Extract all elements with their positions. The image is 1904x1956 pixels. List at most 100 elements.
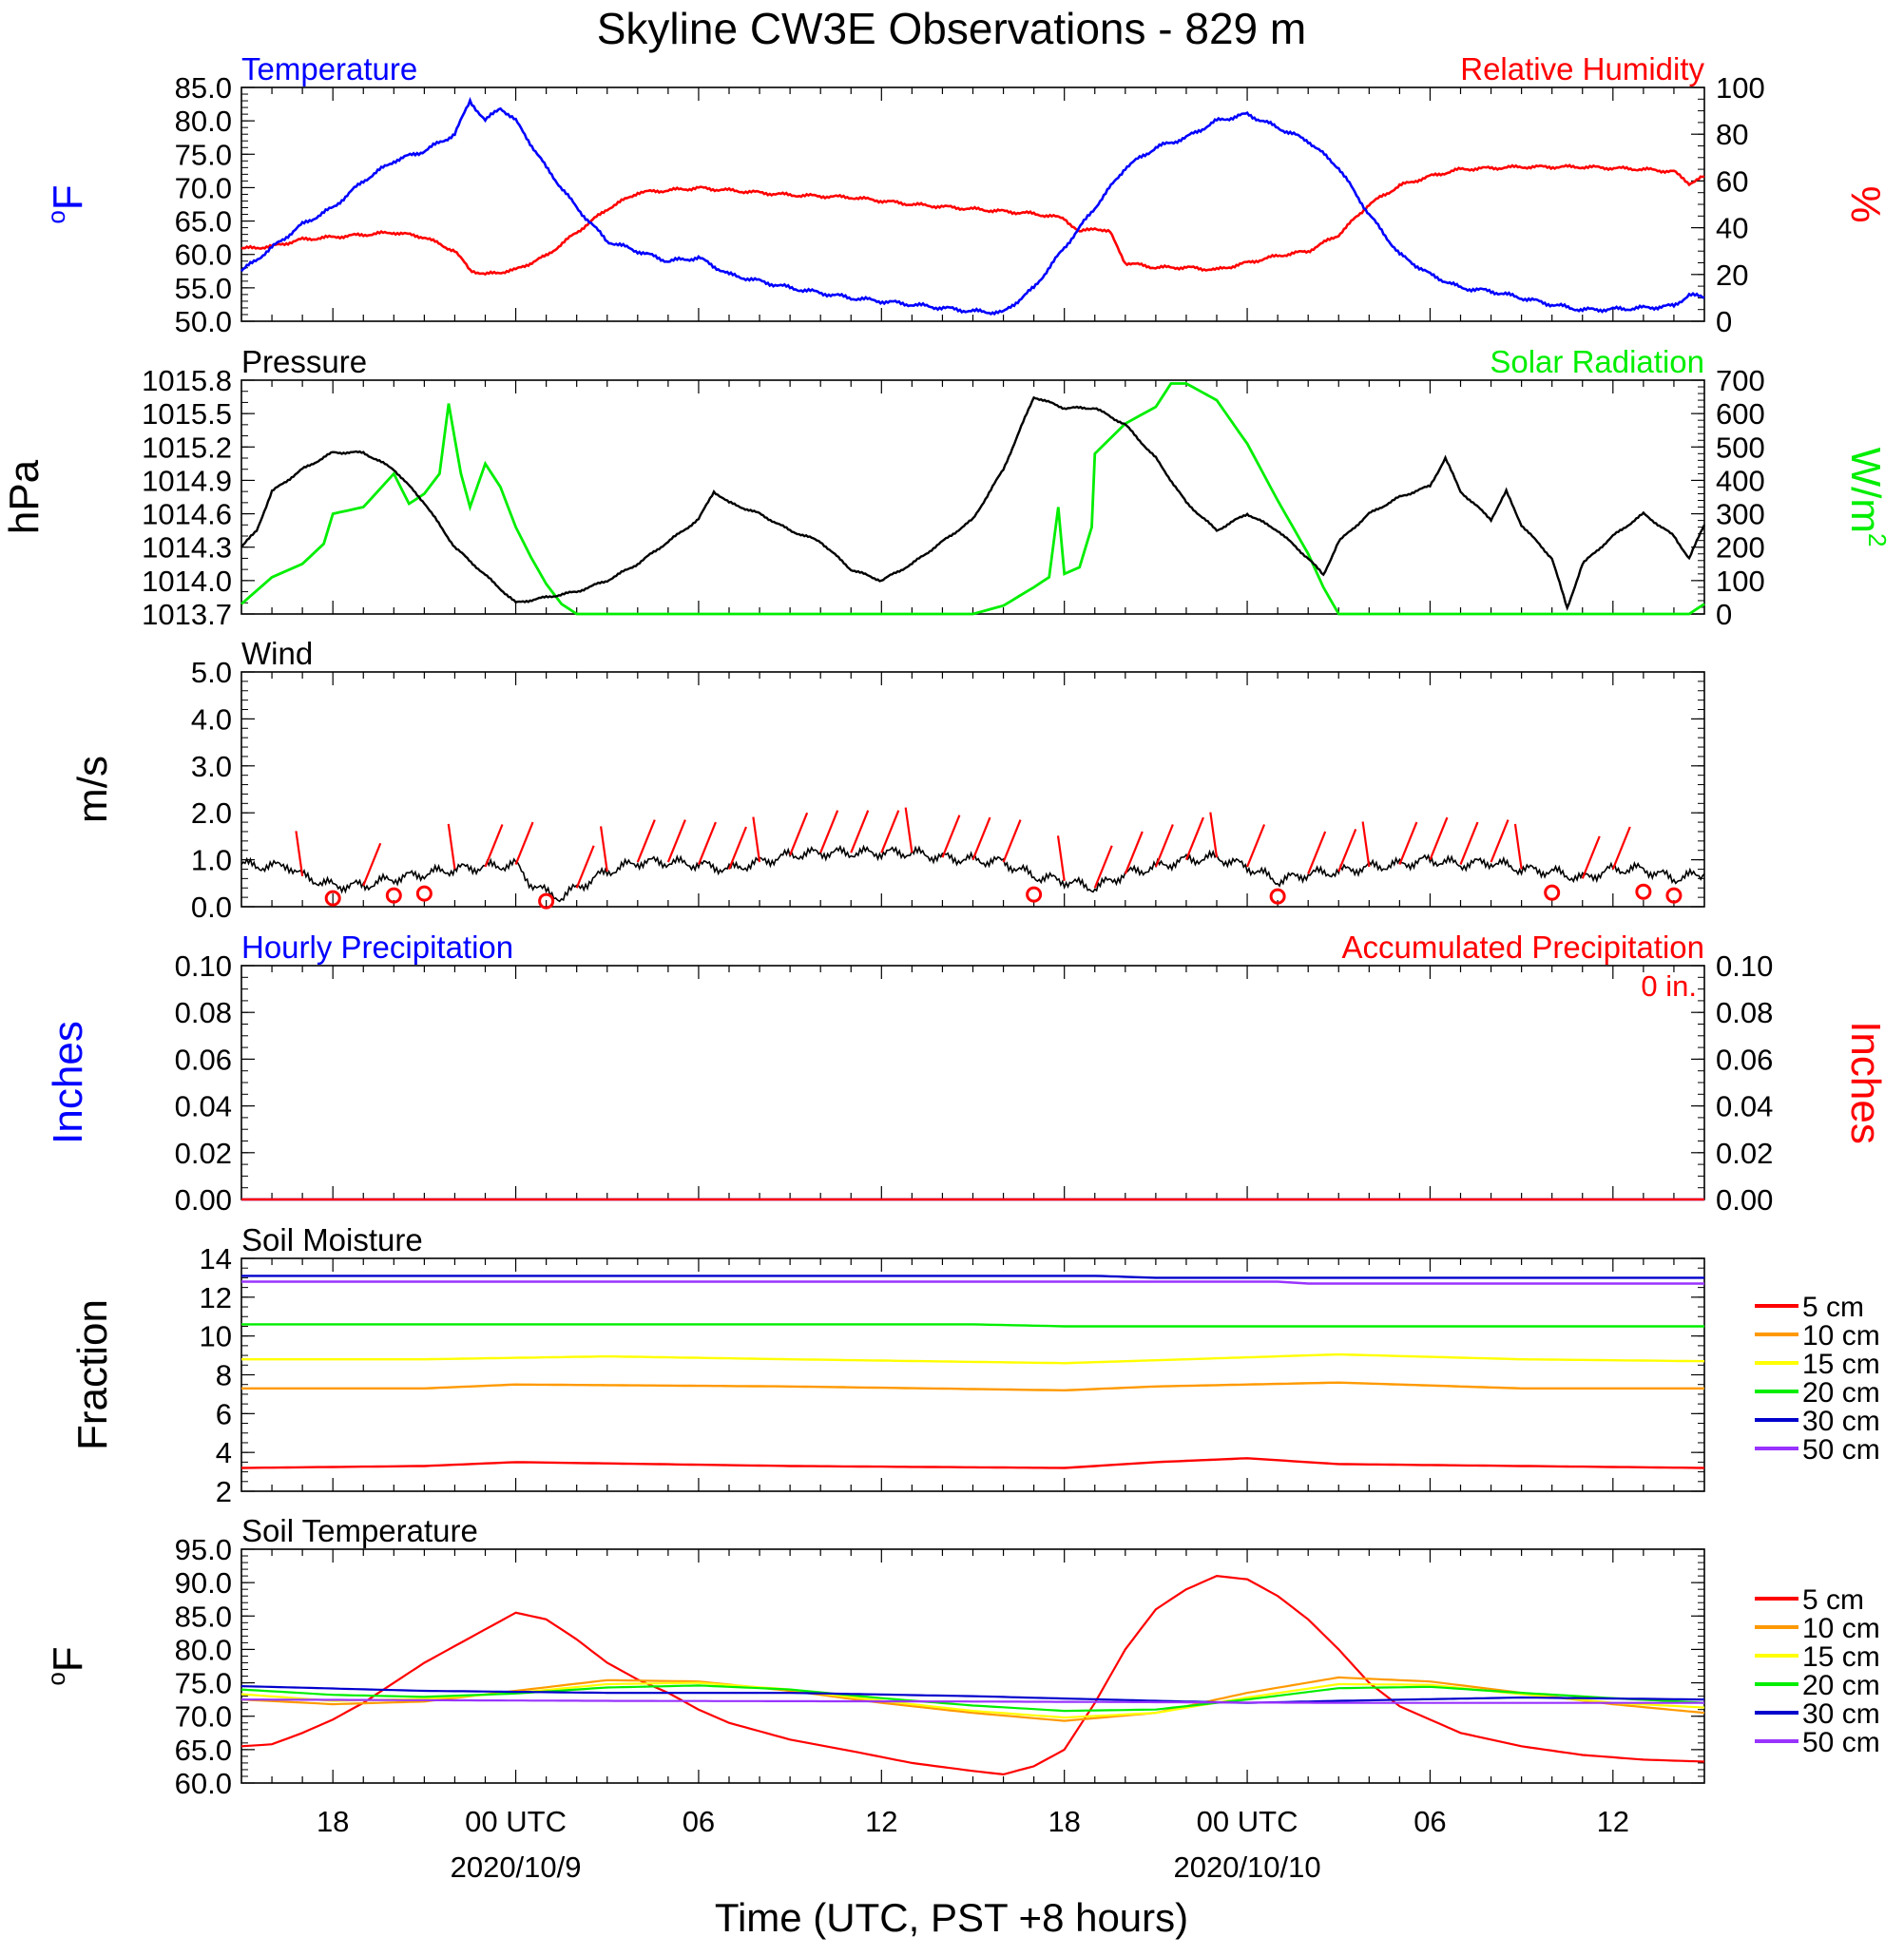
calm-wind-marker xyxy=(1665,887,1683,904)
wind-barb xyxy=(1246,824,1266,868)
y-tick-label: 1014.3 xyxy=(142,531,232,565)
y-tick-label: 10 xyxy=(200,1320,232,1353)
y-tick-label: 60.0 xyxy=(175,239,232,272)
panel-pressure_solar: 1013.71014.01014.31014.61014.91015.21015… xyxy=(1,344,1892,631)
series-soil-temp-5cm xyxy=(240,1574,1705,1776)
y2-tick-label: 60 xyxy=(1716,164,1748,198)
y-tick-label: 1013.7 xyxy=(142,598,232,631)
wind-barb xyxy=(1361,821,1371,868)
y-tick-label: 95.0 xyxy=(175,1533,232,1566)
y-tick-label: 12 xyxy=(200,1281,232,1314)
series-soil-moisture-50cm xyxy=(241,1280,1704,1285)
wind-barb xyxy=(666,819,686,863)
y-tick-label: 65.0 xyxy=(175,1734,232,1767)
y2-tick-label: 400 xyxy=(1716,464,1765,497)
wind-barb xyxy=(514,821,534,865)
panel-wind: 0.0 1.0 2.0 3.0 4.0 5.0 Wind m/s xyxy=(69,636,1705,924)
accumulated-total-label: 0 in. xyxy=(1641,969,1697,1003)
calm-wind-marker xyxy=(324,890,341,907)
y-tick-label: 2 xyxy=(216,1475,232,1508)
wind-barb xyxy=(941,815,961,858)
wind-barb xyxy=(447,823,456,870)
y-axis-label: m/s xyxy=(69,756,116,823)
y2-tick-label: 0.00 xyxy=(1716,1183,1773,1217)
legend-label: 5 cm xyxy=(1802,1292,1864,1323)
y-tick-label: 75.0 xyxy=(175,138,232,171)
y-tick-label: 1014.0 xyxy=(142,565,232,598)
y-tick-label: 1014.9 xyxy=(142,464,232,497)
x-tick-label: 12 xyxy=(1597,1805,1629,1838)
x-tick-label: 00 UTC xyxy=(1197,1805,1298,1838)
y-tick-label: 1014.6 xyxy=(142,498,232,531)
panel-precip: 0.00 0.02 0.04 0.06 0.08 0.10 0.00 0.02 0.04 0.06… xyxy=(45,930,1889,1217)
wind-barb xyxy=(636,819,656,863)
y-tick-label: 0.02 xyxy=(175,1137,232,1170)
calm-wind-marker xyxy=(1269,888,1286,905)
x-tick-label: 12 xyxy=(865,1805,897,1838)
y-axis-label: Fraction xyxy=(69,1299,116,1450)
y-tick-label: 70.0 xyxy=(175,1700,232,1734)
wind-barb xyxy=(1490,819,1510,863)
y-tick-label: 80.0 xyxy=(175,105,232,138)
x-axis-label: Time (UTC, PST +8 hours) xyxy=(715,1895,1188,1940)
legend-label: 20 cm xyxy=(1802,1670,1880,1701)
wind-barb xyxy=(1184,816,1204,861)
wind-barb xyxy=(484,824,504,868)
y-tick-label: 6 xyxy=(216,1397,232,1430)
y-tick-label: 0.10 xyxy=(175,949,232,983)
x-tick-label: 18 xyxy=(317,1805,349,1838)
y-tick-label: 14 xyxy=(200,1242,232,1275)
y-tick-label: 65.0 xyxy=(175,205,232,239)
calm-wind-marker xyxy=(538,892,555,910)
y2-tick-label: 40 xyxy=(1716,212,1748,245)
panel-right-title: Solar Radiation xyxy=(1490,344,1704,379)
wind-barb xyxy=(752,816,761,863)
figure-title: Skyline CW3E Observations - 829 m xyxy=(597,4,1307,53)
series-soil-moisture-30cm xyxy=(241,1275,1704,1279)
y2-axis-label: Inches xyxy=(1842,1021,1889,1144)
y-tick-label: 80.0 xyxy=(175,1633,232,1666)
legend-label: 10 cm xyxy=(1802,1613,1880,1644)
legend-label: 5 cm xyxy=(1802,1584,1864,1616)
series-pressure xyxy=(240,395,1706,611)
wind-barb xyxy=(819,810,839,853)
y-tick-label: 75.0 xyxy=(175,1667,232,1700)
y2-tick-label: 100 xyxy=(1716,565,1765,598)
calm-wind-marker xyxy=(385,887,402,904)
wind-barb xyxy=(880,810,900,853)
wind-barb xyxy=(1056,835,1066,881)
x-date-label: 2020/10/9 xyxy=(451,1851,582,1884)
wind-barb xyxy=(697,821,717,865)
y-tick-label: 4.0 xyxy=(191,702,232,736)
y2-tick-label: 0 xyxy=(1716,305,1732,338)
series-soil-temp-30cm xyxy=(240,1685,1704,1704)
y-tick-label: 0.0 xyxy=(191,891,232,924)
wind-barb xyxy=(1429,816,1449,861)
wind-barb xyxy=(1581,835,1601,879)
y2-tick-label: 20 xyxy=(1716,259,1748,292)
series-temperature xyxy=(240,96,1705,316)
y-tick-label: 1015.2 xyxy=(142,431,232,464)
wind-barb xyxy=(1093,845,1113,889)
series-soil-moisture-20cm xyxy=(241,1323,1704,1328)
y-tick-label: 1.0 xyxy=(191,844,232,877)
panel-right-title: Accumulated Precipitation xyxy=(1341,930,1704,965)
y-tick-label: 3.0 xyxy=(191,750,232,783)
wind-barb xyxy=(1209,812,1219,858)
wind-barb xyxy=(575,845,595,889)
y-axis-label: Inches xyxy=(45,1021,91,1144)
y2-tick-label: 0.08 xyxy=(1716,996,1773,1029)
series-soil-temp-50cm xyxy=(240,1698,1704,1704)
y2-tick-label: 0.10 xyxy=(1716,949,1773,983)
wind-barb xyxy=(362,842,382,887)
y2-tick-label: 300 xyxy=(1716,498,1765,531)
calm-wind-marker xyxy=(415,885,433,902)
wind-barb xyxy=(789,812,809,856)
y-tick-label: 0.06 xyxy=(175,1043,232,1076)
series-soil-moisture-5cm xyxy=(240,1457,1705,1469)
wind-barb xyxy=(1002,819,1022,863)
y2-tick-label: 500 xyxy=(1716,431,1765,464)
y-tick-label: 90.0 xyxy=(175,1566,232,1600)
y-tick-label: 60.0 xyxy=(175,1767,232,1800)
